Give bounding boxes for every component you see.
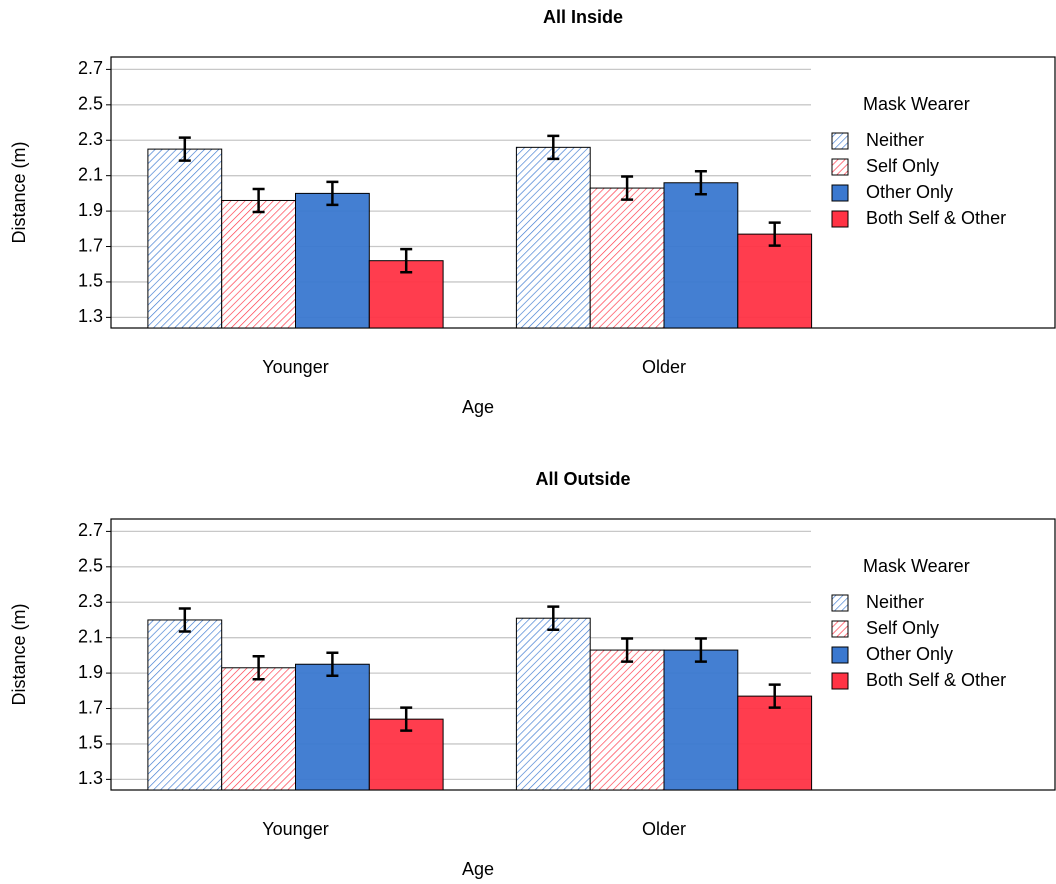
y-tick-label: 2.7 [78, 58, 103, 78]
legend-label: Self Only [866, 618, 939, 638]
y-tick-label: 1.9 [78, 662, 103, 682]
x-axis-label: Age [462, 859, 494, 879]
error-bar [178, 607, 191, 633]
y-axis-label: Distance (m) [9, 141, 29, 243]
bar [221, 199, 296, 329]
chart: All Outside 1.3 1.5 1.7 1.9 2.1 2.3 2.5 2.7 Dista… [9, 469, 1056, 879]
bar [295, 192, 370, 329]
legend-label: Other Only [866, 182, 953, 202]
legend-swatch [831, 210, 849, 228]
x-tick-label: Younger [262, 819, 328, 839]
legend-title: Mask Wearer [863, 94, 970, 114]
bar [221, 667, 296, 791]
bar [515, 617, 591, 791]
y-tick-label: 1.7 [78, 235, 103, 255]
error-bar [326, 651, 339, 678]
legend-label: Other Only [866, 644, 953, 664]
error-bar [547, 605, 560, 631]
legend-title: Mask Wearer [863, 556, 970, 576]
bar [147, 619, 223, 791]
y-axis-label: Distance (m) [9, 603, 29, 705]
legend-swatch [831, 158, 849, 176]
legend-swatch [831, 132, 849, 150]
x-tick-label: Older [642, 357, 686, 377]
chart-title: All Outside [535, 469, 630, 489]
error-bar [694, 637, 707, 663]
y-tick-label: 2.1 [78, 164, 103, 184]
legend-swatch [831, 646, 849, 664]
x-tick-label: Younger [262, 357, 328, 377]
y-tick-label: 1.3 [78, 306, 103, 326]
legend-swatch [831, 672, 849, 690]
error-bar [400, 247, 413, 274]
y-tick-label: 2.3 [78, 129, 103, 149]
y-tick-label: 1.3 [78, 768, 103, 788]
y-tick-label: 1.7 [78, 697, 103, 717]
x-tick-label: Older [642, 819, 686, 839]
bar [737, 695, 813, 791]
chart: All Inside 1.3 1.5 1.7 1.9 2.1 2.3 2.5 2.7 Distan… [9, 7, 1056, 417]
y-tick-label: 2.5 [78, 556, 103, 576]
bar [295, 663, 370, 791]
bar [737, 233, 813, 329]
y-tick-label: 1.9 [78, 200, 103, 220]
bar [147, 148, 223, 329]
legend-swatch [831, 184, 849, 202]
bar [515, 146, 591, 329]
error-bar [178, 136, 191, 162]
chart-title: All Inside [543, 7, 623, 27]
y-tick-label: 2.7 [78, 520, 103, 540]
y-tick-label: 2.1 [78, 626, 103, 646]
legend-label: Both Self & Other [866, 670, 1006, 690]
error-bar [768, 683, 781, 709]
bar [589, 187, 665, 329]
error-bar [252, 655, 265, 681]
y-tick-label: 2.3 [78, 591, 103, 611]
x-axis-label: Age [462, 397, 494, 417]
error-bar [326, 180, 339, 207]
y-tick-label: 1.5 [78, 733, 103, 753]
legend-label: Self Only [866, 156, 939, 176]
error-bar [621, 637, 634, 663]
bar [663, 182, 739, 329]
y-tick-label: 2.5 [78, 94, 103, 114]
error-bar [694, 169, 707, 196]
legend-label: Neither [866, 592, 924, 612]
bar [589, 649, 665, 791]
legend-label: Neither [866, 130, 924, 150]
legend-swatch [831, 594, 849, 612]
error-bar [768, 221, 781, 247]
bar [663, 649, 739, 791]
error-bar [547, 134, 560, 161]
error-bar [252, 187, 265, 214]
legend-swatch [831, 620, 849, 638]
y-tick-label: 1.5 [78, 271, 103, 291]
legend-label: Both Self & Other [866, 208, 1006, 228]
error-bar [400, 706, 413, 732]
error-bar [621, 175, 634, 201]
